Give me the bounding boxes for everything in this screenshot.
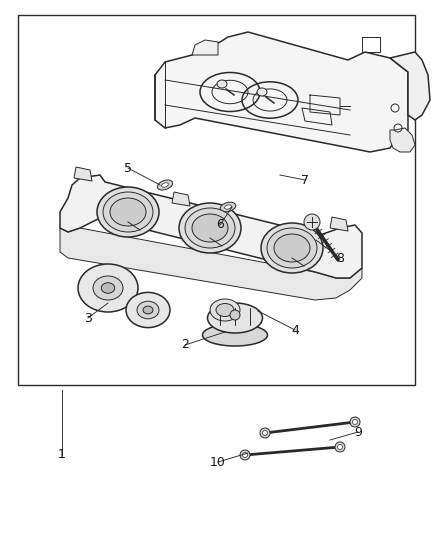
Text: 5: 5 [124,161,132,174]
Ellipse shape [220,202,236,212]
Polygon shape [192,40,218,55]
Polygon shape [60,175,362,278]
Polygon shape [60,228,362,300]
Ellipse shape [192,214,228,242]
Polygon shape [390,128,415,152]
Polygon shape [172,192,190,206]
Text: 2: 2 [181,338,189,351]
Text: 6: 6 [216,219,224,231]
Circle shape [335,442,345,452]
Ellipse shape [162,183,168,187]
Text: 1: 1 [58,448,66,462]
Text: 9: 9 [354,425,362,439]
Ellipse shape [110,198,146,226]
Circle shape [338,445,343,449]
Ellipse shape [261,223,323,273]
Ellipse shape [179,203,241,253]
Circle shape [243,453,247,457]
Ellipse shape [210,299,240,321]
Text: 7: 7 [301,174,309,187]
Ellipse shape [217,80,227,88]
Polygon shape [390,52,430,120]
Ellipse shape [103,192,153,232]
Circle shape [230,310,240,320]
Circle shape [350,417,360,427]
Ellipse shape [185,208,235,248]
Text: 10: 10 [210,456,226,469]
Bar [18,15,415,385]
Ellipse shape [137,301,159,319]
Circle shape [262,431,268,435]
Text: 4: 4 [291,324,299,336]
Ellipse shape [202,324,268,346]
Ellipse shape [208,303,262,333]
Circle shape [260,428,270,438]
Text: 3: 3 [84,311,92,325]
Circle shape [353,419,357,424]
Ellipse shape [157,180,173,190]
Circle shape [240,450,250,460]
Ellipse shape [97,187,159,237]
Circle shape [304,214,320,230]
Ellipse shape [101,282,115,293]
Ellipse shape [78,264,138,312]
Ellipse shape [267,228,317,268]
Text: 8: 8 [336,252,344,264]
Ellipse shape [274,234,310,262]
Ellipse shape [93,276,123,300]
Ellipse shape [225,205,231,209]
Polygon shape [330,217,348,231]
Ellipse shape [143,306,153,314]
Ellipse shape [216,303,234,317]
Ellipse shape [126,293,170,328]
Polygon shape [155,32,408,152]
Ellipse shape [257,88,267,96]
Polygon shape [74,167,92,181]
